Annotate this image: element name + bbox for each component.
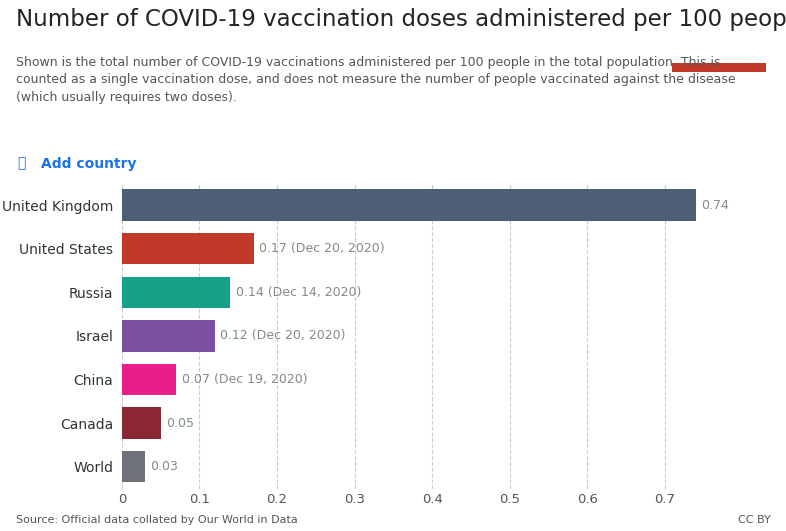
Bar: [672, 63, 766, 72]
Text: Shown is the total number of COVID-19 vaccinations administered per 100 people i: Shown is the total number of COVID-19 va…: [16, 56, 736, 104]
Text: Add country: Add country: [41, 157, 137, 170]
Text: ➕: ➕: [17, 157, 26, 170]
Text: Number of COVID-19 vaccination doses administered per 100 people: Number of COVID-19 vaccination doses adm…: [16, 8, 786, 31]
Text: 0.74: 0.74: [701, 199, 729, 211]
Bar: [122, 320, 215, 352]
Bar: [122, 233, 254, 264]
Text: 0.03: 0.03: [151, 460, 178, 473]
Text: CC BY: CC BY: [737, 515, 770, 525]
Bar: [122, 364, 176, 395]
Text: 0.17 (Dec 20, 2020): 0.17 (Dec 20, 2020): [259, 242, 385, 255]
Bar: [122, 190, 696, 221]
Text: Source: Official data collated by Our World in Data: Source: Official data collated by Our Wo…: [16, 515, 297, 525]
Text: 0.12 (Dec 20, 2020): 0.12 (Dec 20, 2020): [220, 329, 346, 342]
Text: Our World
in Data: Our World in Data: [688, 23, 751, 47]
Bar: [122, 277, 230, 308]
Text: 0.14 (Dec 14, 2020): 0.14 (Dec 14, 2020): [236, 286, 362, 299]
Bar: [122, 407, 160, 439]
Text: 0.07 (Dec 19, 2020): 0.07 (Dec 19, 2020): [182, 373, 307, 386]
Bar: [122, 451, 145, 482]
Text: 0.05: 0.05: [166, 417, 194, 430]
